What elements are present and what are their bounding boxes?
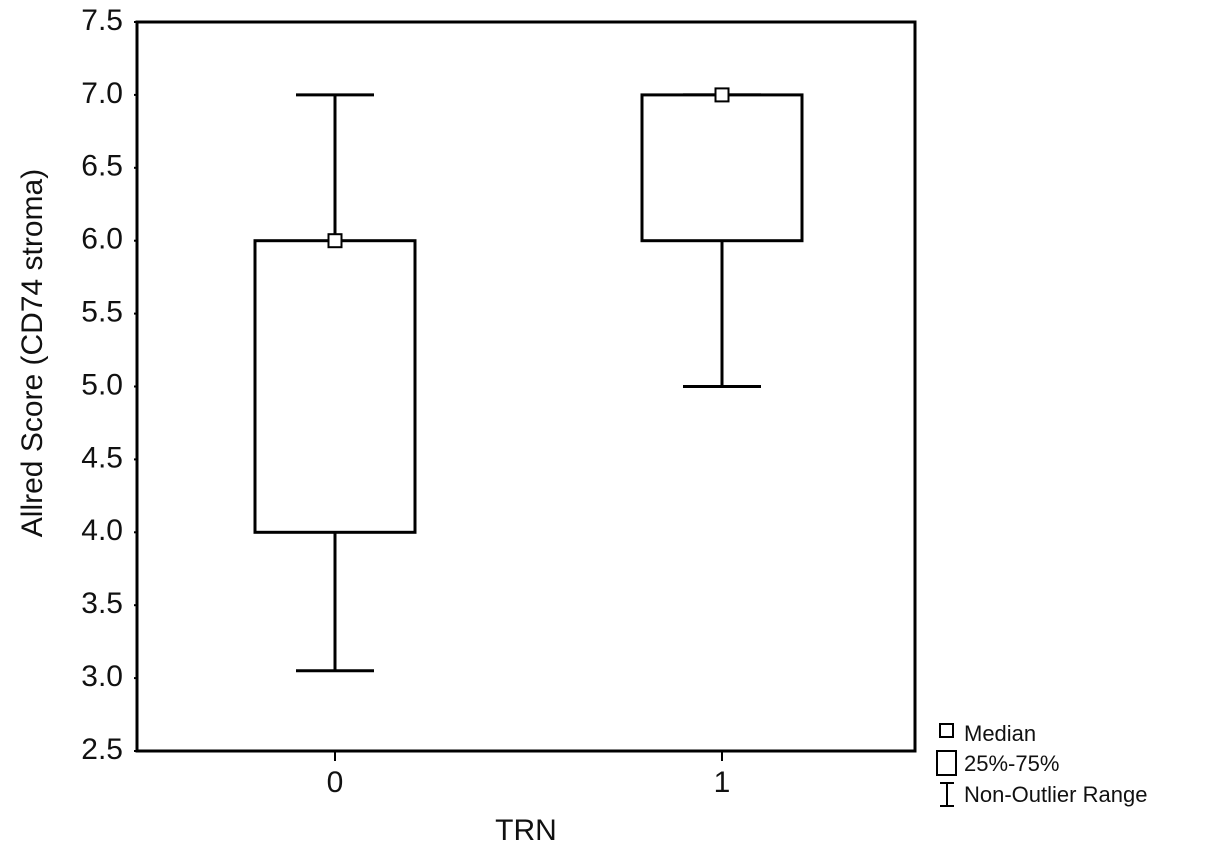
x-axis-label: TRN: [495, 814, 557, 847]
y-tick-label: 4.5: [81, 441, 123, 474]
y-tick-label: 7.0: [81, 77, 123, 110]
box: [640, 93, 804, 243]
y-tick-label: 6.0: [81, 223, 123, 256]
median-marker: [327, 233, 343, 249]
y-tick-label: 5.5: [81, 296, 123, 329]
y-tick-label: 4.0: [81, 514, 123, 547]
y-tick-label: 3.5: [81, 587, 123, 620]
legend: Median 25%-75% Non-Outlier Range: [936, 721, 1147, 807]
y-tick-label: 6.5: [81, 150, 123, 183]
y-tick-label: 7.5: [81, 4, 123, 37]
legend-label: Non-Outlier Range: [964, 782, 1147, 807]
x-tick-label: 0: [327, 766, 344, 799]
y-tick-label: 5.0: [81, 368, 123, 401]
box: [253, 239, 417, 534]
legend-whisker-icon: [940, 782, 954, 807]
legend-label: Median: [964, 721, 1036, 746]
y-tick-label: 3.0: [81, 660, 123, 693]
x-tick-label: 1: [714, 766, 731, 799]
legend-median-icon: [939, 723, 954, 738]
y-tick-label: 2.5: [81, 733, 123, 766]
median-marker: [714, 87, 730, 103]
legend-label: 25%-75%: [964, 751, 1059, 776]
legend-box-icon: [936, 750, 957, 776]
y-axis-label: Allred Score (CD74 stroma): [16, 169, 49, 537]
